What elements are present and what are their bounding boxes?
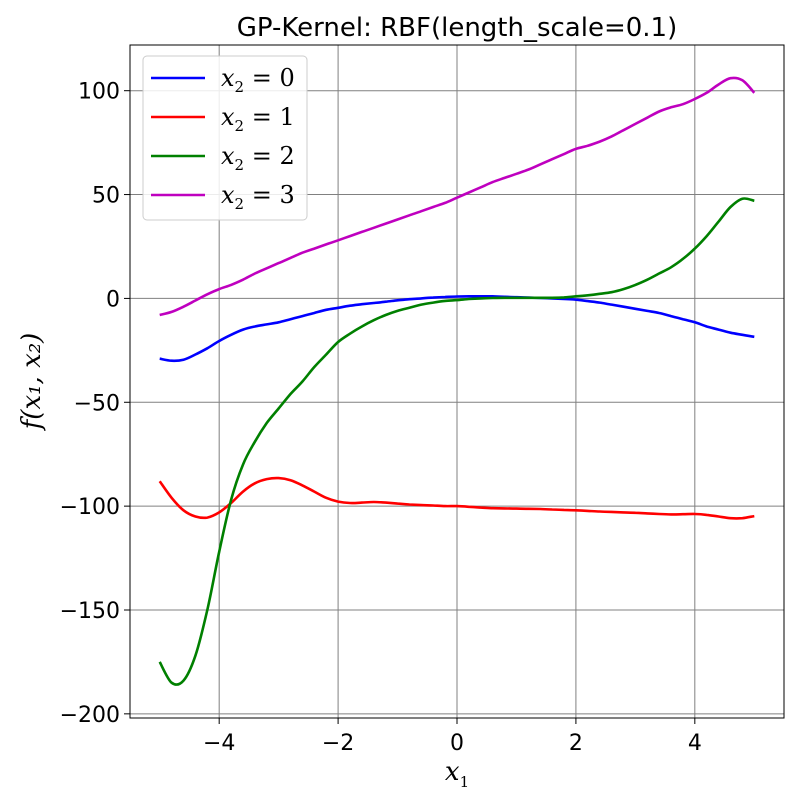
y-tick-label: 0 bbox=[106, 287, 120, 312]
x-tick-label: 2 bbox=[569, 731, 583, 756]
legend-label-2: x2 = 2 bbox=[221, 142, 295, 174]
y-tick-label: −150 bbox=[60, 599, 120, 624]
series-line-2 bbox=[158, 197, 755, 686]
ticks: −4 −2 0 2 4 −200 −150 −100 −50 0 50 100 bbox=[60, 80, 702, 756]
x-tick-label: 0 bbox=[450, 731, 464, 756]
x-tick-label: −4 bbox=[203, 731, 235, 756]
series-line-1 bbox=[158, 476, 755, 520]
legend-label-3: x2 = 3 bbox=[221, 181, 295, 213]
legend-label-1: x2 = 1 bbox=[221, 103, 295, 135]
y-axis-label: f(x₁, x₂) bbox=[17, 333, 47, 432]
y-tick-label: −200 bbox=[60, 703, 120, 728]
y-tick-label: −100 bbox=[60, 495, 120, 520]
y-tick-label: 50 bbox=[92, 184, 120, 209]
series-line-3 bbox=[159, 76, 756, 317]
y-tick-label: −50 bbox=[74, 391, 120, 416]
chart-title: GP-Kernel: RBF(length_scale=0.1) bbox=[237, 13, 678, 43]
legend: x2 = 0 x2 = 1 x2 = 2 x2 = 3 bbox=[142, 55, 308, 221]
x-axis-label: x1 bbox=[445, 757, 469, 791]
legend-box bbox=[142, 55, 308, 221]
legend-label-0: x2 = 0 bbox=[221, 64, 295, 96]
series-line-0 bbox=[159, 294, 755, 363]
y-tick-label: 100 bbox=[78, 80, 120, 105]
x-tick-label: 4 bbox=[688, 731, 702, 756]
x-tick-label: −2 bbox=[322, 731, 354, 756]
series-group bbox=[158, 76, 756, 686]
